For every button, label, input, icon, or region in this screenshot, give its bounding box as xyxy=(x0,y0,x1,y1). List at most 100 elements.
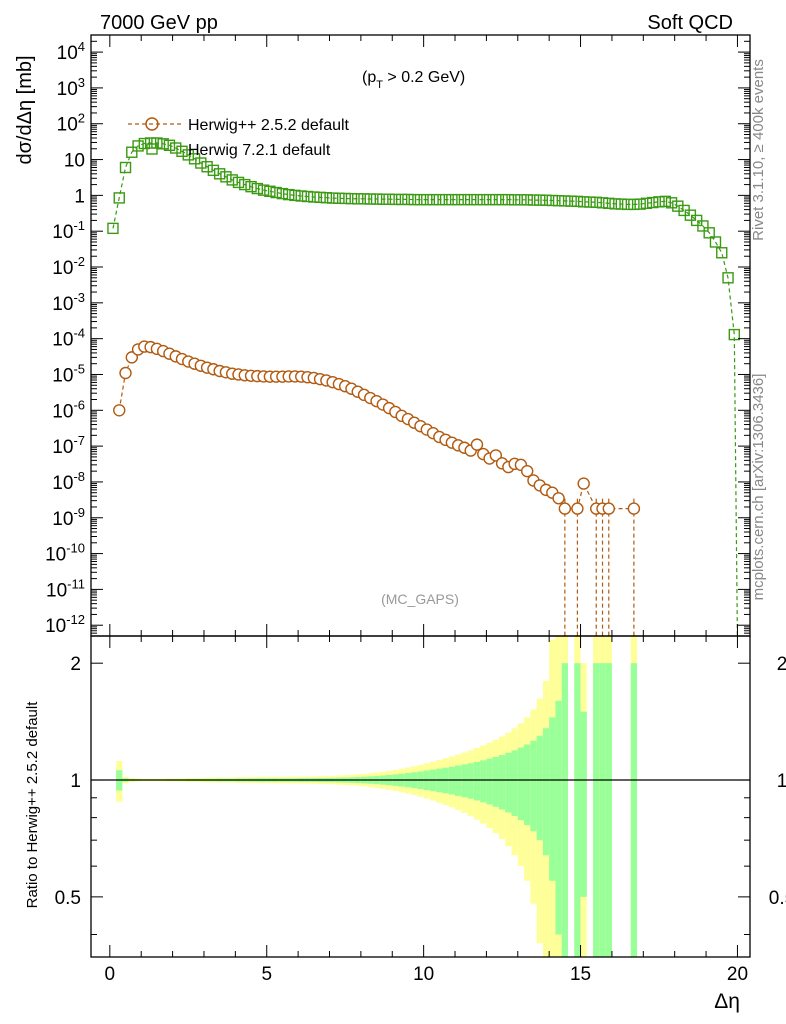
herwig7-marker xyxy=(634,198,646,210)
main-y-tick-label: 10-1 xyxy=(52,218,85,243)
y-tick-base: 10 xyxy=(46,580,67,601)
herwig7-marker xyxy=(458,193,471,206)
ratio-inner-band xyxy=(580,711,587,897)
y-tick-base: 10 xyxy=(57,115,78,136)
herwig7-marker xyxy=(521,194,533,206)
y-tick-exponent: -4 xyxy=(73,326,85,341)
herwig7-line xyxy=(112,142,738,637)
main-y-tick-label: 10-7 xyxy=(52,433,85,458)
herwig7-marker xyxy=(126,146,138,158)
herwig7-marker xyxy=(596,197,609,209)
herwigpp-line xyxy=(118,345,634,510)
herwig7-marker xyxy=(320,192,333,204)
herwig7-marker xyxy=(339,192,351,205)
herwig7-marker xyxy=(283,188,295,201)
herwig7-marker xyxy=(703,227,715,239)
herwig7-marker xyxy=(220,171,232,183)
herwig7-marker xyxy=(446,193,458,206)
herwig7-marker xyxy=(508,194,521,206)
y-tick-exponent: -1 xyxy=(73,218,85,233)
main-y-axis-label: dσ/dΔη [mb] xyxy=(14,55,36,164)
herwig7-marker xyxy=(421,193,433,206)
ratio-inner-band xyxy=(574,663,581,957)
herwig7-marker xyxy=(665,197,678,209)
ratio-inner-band xyxy=(467,763,474,799)
herwig7-marker xyxy=(157,138,169,150)
y-tick-base: 10 xyxy=(52,473,73,494)
ratio-inner-band xyxy=(542,728,550,856)
herwig7-marker xyxy=(653,196,665,208)
herwig7-marker xyxy=(414,193,427,206)
y-tick-exponent: -6 xyxy=(73,397,85,412)
herwig7-marker xyxy=(251,182,264,195)
main-y-tick-label: 10 xyxy=(64,151,85,172)
x-tick-label: 15 xyxy=(570,964,591,985)
ratio-plot-layer xyxy=(91,636,750,957)
y-tick-base: 10 xyxy=(52,222,73,243)
herwigpp-marker xyxy=(577,477,590,490)
ratio-inner-band xyxy=(517,747,525,821)
herwig7-marker xyxy=(565,195,577,207)
herwig7-marker xyxy=(345,192,358,205)
herwig7-marker xyxy=(552,195,565,207)
herwig7-marker xyxy=(402,193,414,206)
main-title: (pT > 0.2 GeV) xyxy=(362,69,465,91)
herwig7-marker xyxy=(584,196,596,208)
herwig7-marker xyxy=(515,194,527,206)
herwig7-marker xyxy=(132,140,144,152)
legend-label-herwigpp: Herwig++ 2.5.2 default xyxy=(188,117,350,134)
herwig7-marker xyxy=(245,180,257,193)
title-subscript: T xyxy=(376,79,383,91)
herwig7-marker xyxy=(358,193,370,205)
main-y-tick-label: 10-2 xyxy=(52,254,85,279)
main-y-tick-label: 10-4 xyxy=(52,326,85,351)
y-tick-exponent: -9 xyxy=(73,505,85,520)
legend-marker-herwigpp xyxy=(145,117,159,131)
herwig7-marker xyxy=(452,193,464,206)
main-y-tick-label: 10-6 xyxy=(52,397,85,422)
herwig7-marker xyxy=(659,195,671,208)
legend-marker-herwig7 xyxy=(146,143,158,155)
herwig7-marker xyxy=(615,198,628,210)
y-tick-exponent: -3 xyxy=(73,290,85,305)
herwig7-marker xyxy=(176,145,188,157)
herwig7-marker xyxy=(559,195,571,207)
y-tick-base: 10 xyxy=(52,258,73,279)
y-tick-base: 10 xyxy=(52,401,73,422)
y-tick-base: 10 xyxy=(52,365,73,386)
ratio-inner-band xyxy=(480,760,487,803)
y-tick-base: 10 xyxy=(45,616,66,637)
ratio-plot-frame xyxy=(90,635,751,958)
main-y-tick-label: 104 xyxy=(57,39,85,64)
herwig7-marker xyxy=(483,193,496,206)
main-y-tick-label: 10-8 xyxy=(52,469,85,494)
y-tick-exponent: -11 xyxy=(67,576,85,591)
herwig7-marker xyxy=(603,197,615,210)
herwig7-marker xyxy=(239,178,251,191)
ratio-inner-band xyxy=(593,663,600,957)
y-tick-exponent: -12 xyxy=(66,612,85,627)
herwig7-marker xyxy=(408,193,420,206)
herwig7-marker xyxy=(439,193,452,206)
herwig7-marker xyxy=(672,200,684,212)
ratio-inner-band xyxy=(524,744,531,826)
ratio-y-axis-label: Ratio to Herwig++ 2.5.2 default xyxy=(24,701,41,909)
herwig7-marker xyxy=(590,196,602,209)
herwig7-marker xyxy=(383,193,395,205)
ratio-inner-band xyxy=(549,717,556,881)
y-tick-base: 10 xyxy=(52,294,73,315)
herwigpp-marker xyxy=(602,502,615,515)
header-category: Soft QCD xyxy=(647,12,733,34)
y-tick-exponent: -5 xyxy=(73,361,85,376)
ratio-inner-band xyxy=(599,663,606,957)
herwig7-marker xyxy=(119,161,132,174)
herwigpp-marker xyxy=(520,464,534,478)
herwig7-marker xyxy=(427,193,439,206)
herwig7-marker xyxy=(546,194,558,207)
herwig7-marker xyxy=(477,193,489,206)
y-tick-exponent: -8 xyxy=(73,469,85,484)
herwig7-marker xyxy=(226,174,238,186)
y-tick-base: 10 xyxy=(45,545,66,566)
ratio-inner-band xyxy=(630,663,638,957)
herwigpp-marker xyxy=(125,351,138,364)
